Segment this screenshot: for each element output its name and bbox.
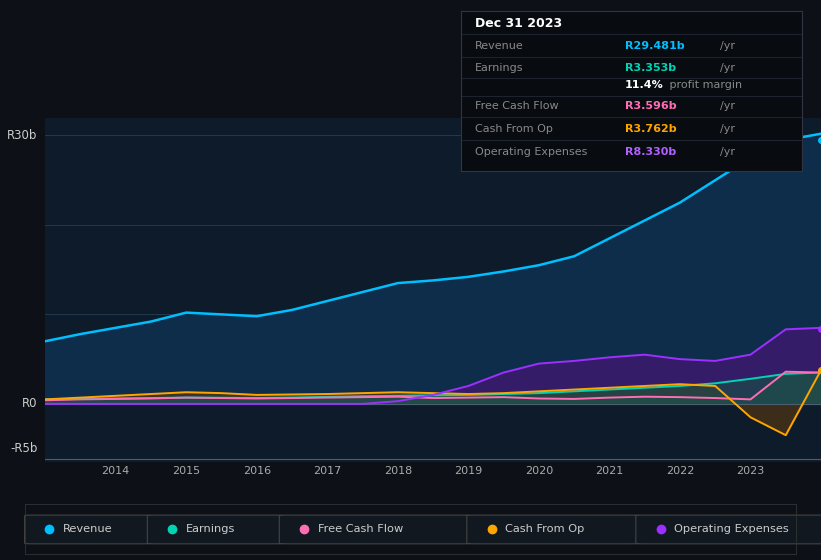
Text: 2021: 2021: [595, 465, 623, 475]
Text: /yr: /yr: [720, 40, 736, 50]
Text: /yr: /yr: [720, 101, 736, 111]
Text: 2019: 2019: [454, 465, 483, 475]
Text: -R5b: -R5b: [10, 442, 38, 455]
FancyBboxPatch shape: [25, 515, 151, 544]
Text: 2022: 2022: [666, 465, 694, 475]
FancyBboxPatch shape: [147, 515, 283, 544]
Text: /yr: /yr: [720, 63, 736, 73]
Text: Free Cash Flow: Free Cash Flow: [475, 101, 558, 111]
Text: 2018: 2018: [383, 465, 412, 475]
Text: /yr: /yr: [720, 147, 736, 157]
Text: Revenue: Revenue: [475, 40, 524, 50]
FancyBboxPatch shape: [279, 515, 470, 544]
Text: /yr: /yr: [720, 124, 736, 133]
Text: Earnings: Earnings: [186, 524, 236, 534]
FancyBboxPatch shape: [467, 515, 640, 544]
Text: Dec 31 2023: Dec 31 2023: [475, 17, 562, 30]
Text: R30b: R30b: [7, 129, 38, 142]
Text: Earnings: Earnings: [475, 63, 524, 73]
Text: 2023: 2023: [736, 465, 764, 475]
FancyBboxPatch shape: [635, 515, 821, 544]
Text: R29.481b: R29.481b: [625, 40, 685, 50]
Text: Revenue: Revenue: [63, 524, 112, 534]
Text: Operating Expenses: Operating Expenses: [475, 147, 587, 157]
Text: 2020: 2020: [525, 465, 553, 475]
Text: 11.4%: 11.4%: [625, 81, 663, 90]
Text: R0: R0: [22, 398, 38, 410]
Text: Cash From Op: Cash From Op: [475, 124, 553, 133]
Text: Operating Expenses: Operating Expenses: [674, 524, 789, 534]
Text: 2016: 2016: [243, 465, 271, 475]
Text: 2014: 2014: [102, 465, 130, 475]
Text: R3.596b: R3.596b: [625, 101, 677, 111]
Text: R3.353b: R3.353b: [625, 63, 676, 73]
Text: R3.762b: R3.762b: [625, 124, 677, 133]
Text: profit margin: profit margin: [666, 81, 742, 90]
Text: 2017: 2017: [313, 465, 342, 475]
Text: Cash From Op: Cash From Op: [506, 524, 585, 534]
Text: R8.330b: R8.330b: [625, 147, 677, 157]
Text: 2015: 2015: [172, 465, 200, 475]
Text: Free Cash Flow: Free Cash Flow: [318, 524, 403, 534]
